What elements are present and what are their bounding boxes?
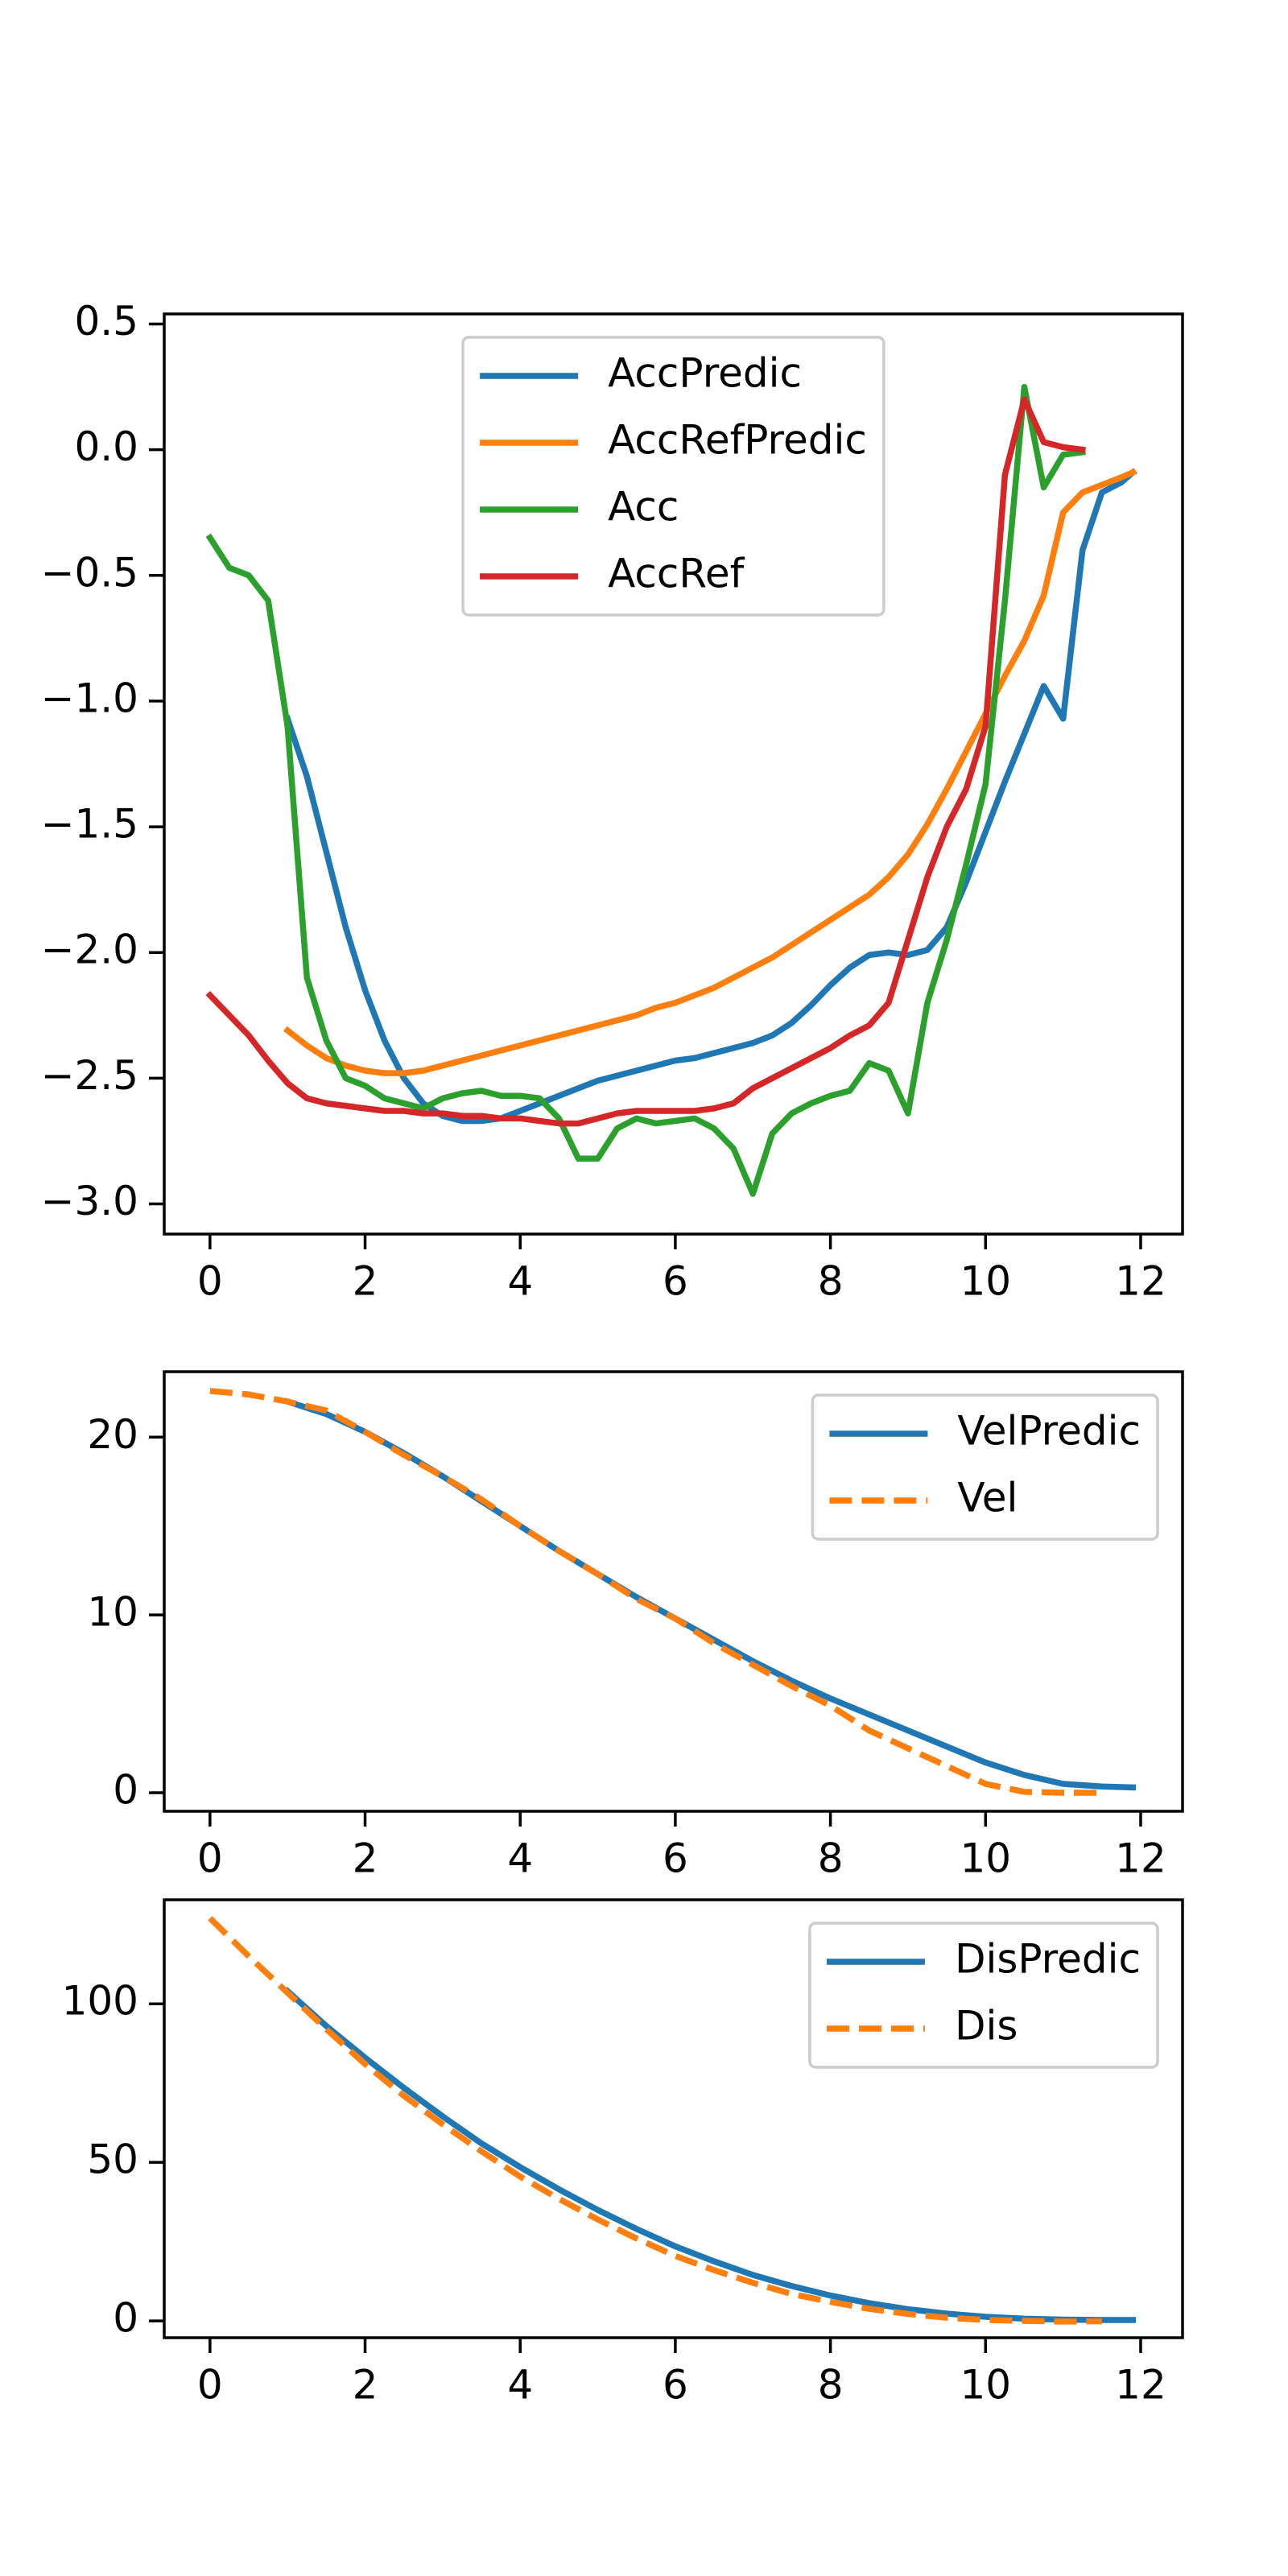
y-tick-label: 50 [87, 2136, 138, 2183]
legend: VelPredic Vel [811, 1393, 1159, 1541]
x-tick-label: 8 [818, 1258, 844, 1305]
x-tick-label: 6 [663, 1835, 688, 1882]
x-tick-label: 10 [960, 1835, 1011, 1882]
plot-area [209, 1388, 1137, 1796]
x-tick-label: 0 [197, 1835, 223, 1882]
x-tick-label: 12 [1115, 1258, 1166, 1305]
y-tick-label: −2.5 [41, 1052, 138, 1099]
x-tick-label: 0 [197, 1258, 223, 1305]
plot-area [208, 1916, 1137, 2325]
y-tick-label: 0.5 [74, 298, 138, 345]
legend-label: Vel [957, 1475, 1018, 1521]
plot-area [205, 383, 1137, 1197]
axes-frame [163, 1898, 1184, 2339]
y-tick-label: 20 [87, 1411, 138, 1458]
y-tick-label: 0.0 [74, 423, 138, 470]
x-tick-label: 10 [960, 2362, 1011, 2409]
subplot: 0 2 4 6 8 10 12 −3.0 −2.5 −2.0 −1.5 −1.0 −0.5 0.0 0.5 A… [41, 298, 1184, 1305]
y-tick-label: −2.0 [41, 927, 138, 973]
legend-label: VelPredic [957, 1408, 1141, 1455]
x-tick-label: 4 [507, 1835, 533, 1882]
x-tick-label: 2 [353, 1835, 378, 1882]
y-tick-label: −0.5 [41, 549, 138, 596]
x-tick-label: 12 [1115, 1835, 1166, 1882]
y-tick-label: 0 [113, 1767, 138, 1814]
y-tick-label: −3.0 [41, 1178, 138, 1224]
x-tick-label: 2 [353, 1258, 378, 1305]
legend-label: Acc [608, 484, 679, 530]
legend-label: Dis [955, 2003, 1018, 2050]
data-line [208, 1916, 1102, 2325]
y-tick-label: 0 [113, 2295, 138, 2342]
axes-frame [163, 312, 1184, 1236]
legend: AccPredic AccRefPredic Acc AccRef [461, 336, 886, 617]
legend-label: DisPredic [955, 1936, 1141, 1983]
x-tick-label: 12 [1115, 2362, 1166, 2409]
x-tick-label: 6 [663, 1258, 688, 1305]
x-tick-label: 2 [353, 2362, 378, 2409]
subplot: 0 2 4 6 8 10 12 0 10 20 VelPredic Vel [87, 1370, 1184, 1882]
x-tick-label: 8 [818, 2362, 844, 2409]
axes-frame [163, 1370, 1184, 1813]
legend-frame [461, 336, 886, 617]
x-tick-label: 0 [197, 2362, 223, 2409]
legend-label: AccRef [608, 551, 745, 597]
legend-label: AccPredic [608, 350, 802, 397]
subplot: 0 2 4 6 8 10 12 0 50 100 DisPredic Dis [62, 1898, 1184, 2409]
data-line [205, 396, 1086, 1127]
legend: DisPredic Dis [808, 1922, 1159, 2069]
x-tick-label: 10 [960, 1258, 1011, 1305]
x-tick-label: 4 [507, 1258, 533, 1305]
y-tick-label: −1.0 [41, 675, 138, 721]
x-tick-label: 6 [663, 2362, 688, 2409]
y-tick-label: 100 [62, 1978, 138, 2025]
data-line [205, 383, 1086, 1197]
x-tick-label: 8 [818, 1835, 844, 1882]
legend-label: AccRefPredic [608, 417, 867, 464]
x-tick-label: 4 [507, 2362, 533, 2409]
y-tick-label: −1.5 [41, 801, 138, 848]
y-tick-label: 10 [87, 1589, 138, 1636]
data-line [209, 1388, 1102, 1796]
